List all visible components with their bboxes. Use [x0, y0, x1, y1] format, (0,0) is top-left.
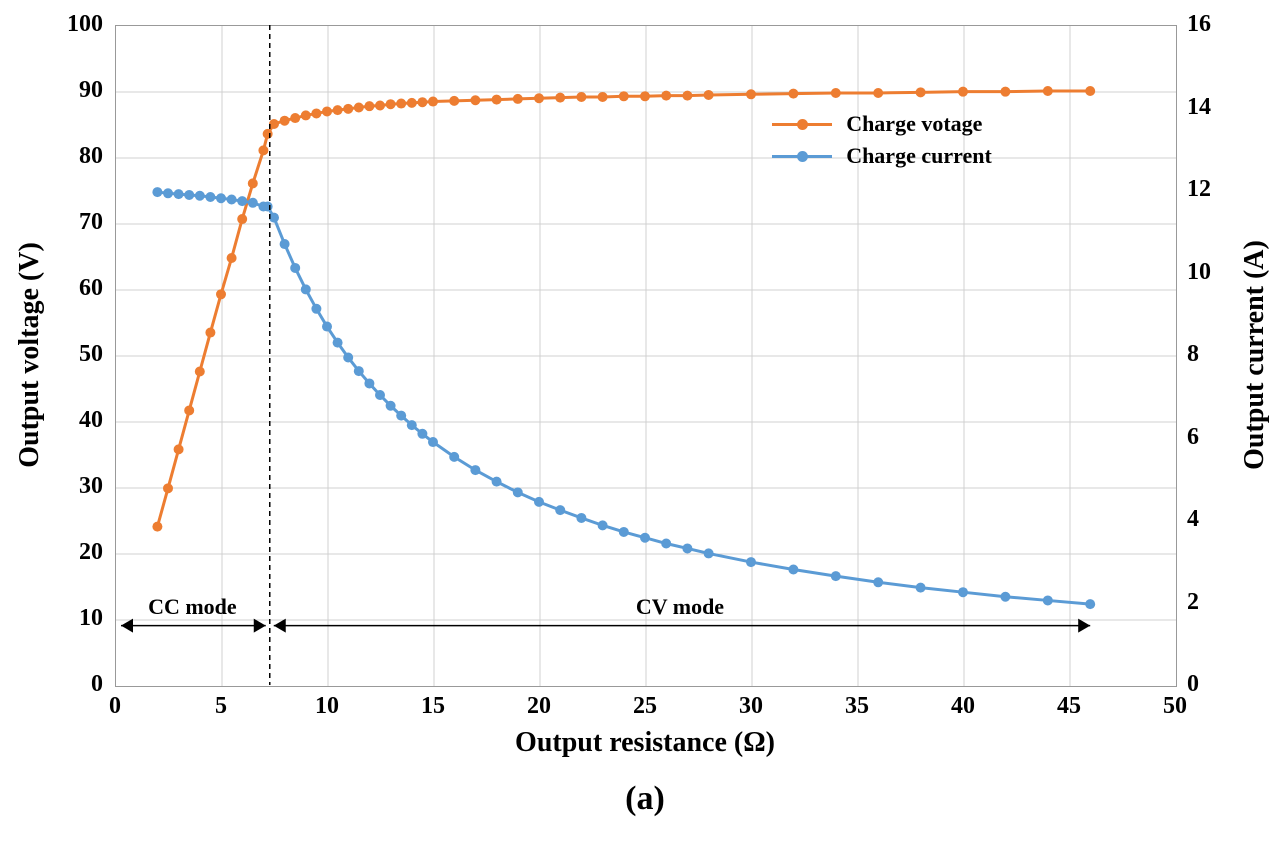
cv-mode-label: CV mode — [636, 594, 724, 620]
chart-container: 0510152025303540455001020304050607080901… — [0, 0, 1280, 852]
legend: Charge votageCharge current — [772, 105, 992, 175]
x-axis-title: Output resistance (Ω) — [515, 727, 775, 759]
y-axis-right-title: Output current (A) — [1239, 240, 1271, 470]
cc-mode-label: CC mode — [148, 594, 237, 620]
plot-series — [115, 25, 1175, 685]
sub-caption: (a) — [625, 780, 665, 818]
y-axis-left-title: Output voltage (V) — [14, 242, 46, 468]
